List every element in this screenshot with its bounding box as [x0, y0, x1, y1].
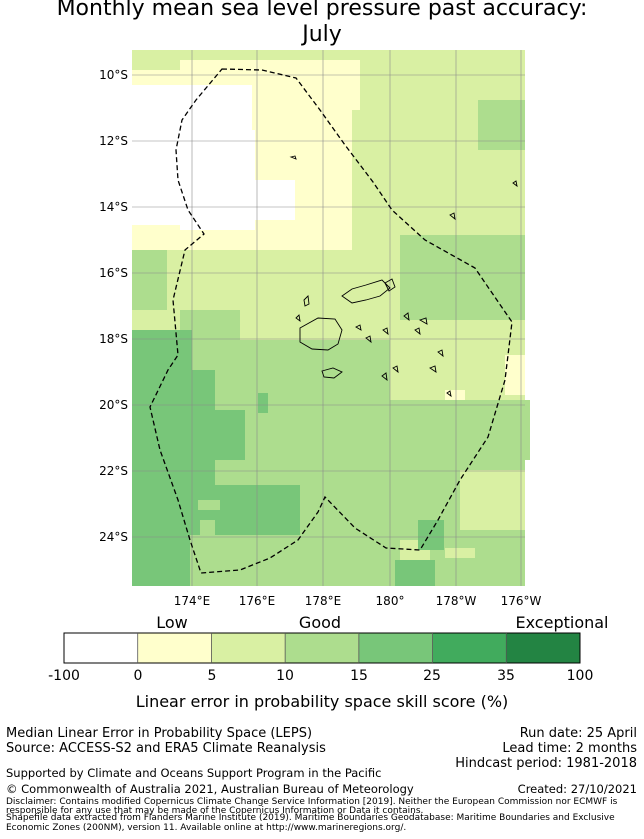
colorbar-tick: 25 [423, 668, 441, 684]
lat-label: 10°S [99, 68, 128, 82]
lat-label: 24°S [99, 530, 128, 544]
map-cell [180, 130, 255, 230]
colorbar-segment [137, 633, 212, 663]
lon-label: 176°W [500, 594, 542, 608]
map-title-line1: Monthly mean sea level pressure past acc… [56, 0, 588, 21]
lat-label: 16°S [99, 266, 128, 280]
colorbar-category-low: Low [156, 613, 188, 632]
map-cell [230, 400, 530, 460]
eez-boundary [149, 68, 513, 574]
map-title-line2: July [302, 22, 342, 47]
colorbar-segment [211, 633, 286, 663]
lon-label: 174°E [173, 594, 211, 608]
colorbar-tick: 0 [133, 668, 143, 684]
colorbar-tick: 5 [207, 668, 217, 684]
map-cell [190, 340, 390, 410]
colorbar-category-good: Good [298, 613, 342, 632]
lon-label: 176°E [238, 594, 276, 608]
colorbar-segment [64, 633, 138, 663]
map-cell [215, 485, 300, 535]
source-text: Source: ACCESS-S2 and ERA5 Climate Reana… [6, 741, 326, 756]
colorbar-tick: 10 [276, 668, 294, 684]
colorbar-tick: 15 [350, 668, 368, 684]
map-cell [258, 393, 268, 413]
shapefile-line2: Economic Zones (200NM), version 11. Avai… [6, 823, 407, 833]
skill-score-grid [132, 50, 530, 586]
support-text: Supported by Climate and Oceans Support … [6, 766, 382, 780]
colorbar-tick: 100 [566, 668, 594, 684]
lat-label: 18°S [99, 332, 128, 346]
map-cell [300, 540, 400, 586]
disclaimer-line1: Disclaimer: Contains modified Copernicus… [6, 797, 618, 807]
map-cell [505, 355, 525, 395]
lat-label: 20°S [99, 398, 128, 412]
map-cell [132, 250, 167, 310]
colorbar-segment [432, 633, 507, 663]
shapefile-line1: Shapefile data extracted from Flanders M… [6, 813, 615, 823]
map-cell [430, 540, 525, 586]
map-cell [445, 390, 465, 400]
map-cell [445, 548, 475, 558]
colorbar-segment [358, 633, 433, 663]
map-cell [395, 560, 435, 586]
map-cell [198, 500, 220, 510]
map-cell [200, 410, 245, 460]
hindcast-period: Hindcast period: 1981-2018 [455, 756, 637, 771]
copyright-text: © Commonwealth of Australia 2021, Austra… [6, 782, 414, 796]
disclaimer-line2: responsible for any use that may be made… [6, 806, 424, 816]
colorbar-outline [63, 632, 581, 664]
map-cell [478, 100, 525, 150]
map-cell [400, 235, 525, 320]
lon-label: 180° [375, 594, 405, 608]
lead-time: Lead time: 2 months [502, 741, 637, 756]
map-cell [460, 470, 525, 530]
fiji-islands [289, 155, 518, 398]
method-text: Median Linear Error in Probability Space… [6, 726, 313, 741]
map-cell [255, 180, 295, 220]
lat-label: 22°S [99, 464, 128, 478]
colorbar-label: Linear error in probability space skill … [135, 692, 509, 711]
map-cell [418, 520, 444, 550]
lat-label: 12°S [99, 134, 128, 148]
colorbar-tick: -100 [48, 668, 80, 684]
map-cell [190, 535, 300, 586]
colorbar-category-exceptional: Exceptional [515, 613, 609, 632]
colorbar [63, 632, 581, 664]
lon-label: 178°W [435, 594, 477, 608]
colorbar-tick: 35 [497, 668, 515, 684]
lat-label: 14°S [99, 200, 128, 214]
created-date: Created: 27/10/2021 [517, 782, 637, 796]
run-date: Run date: 25 April [519, 726, 637, 741]
lon-label: 178°E [304, 594, 342, 608]
colorbar-segment [506, 633, 580, 663]
colorbar-segment [285, 633, 359, 663]
map-cell [300, 60, 360, 110]
